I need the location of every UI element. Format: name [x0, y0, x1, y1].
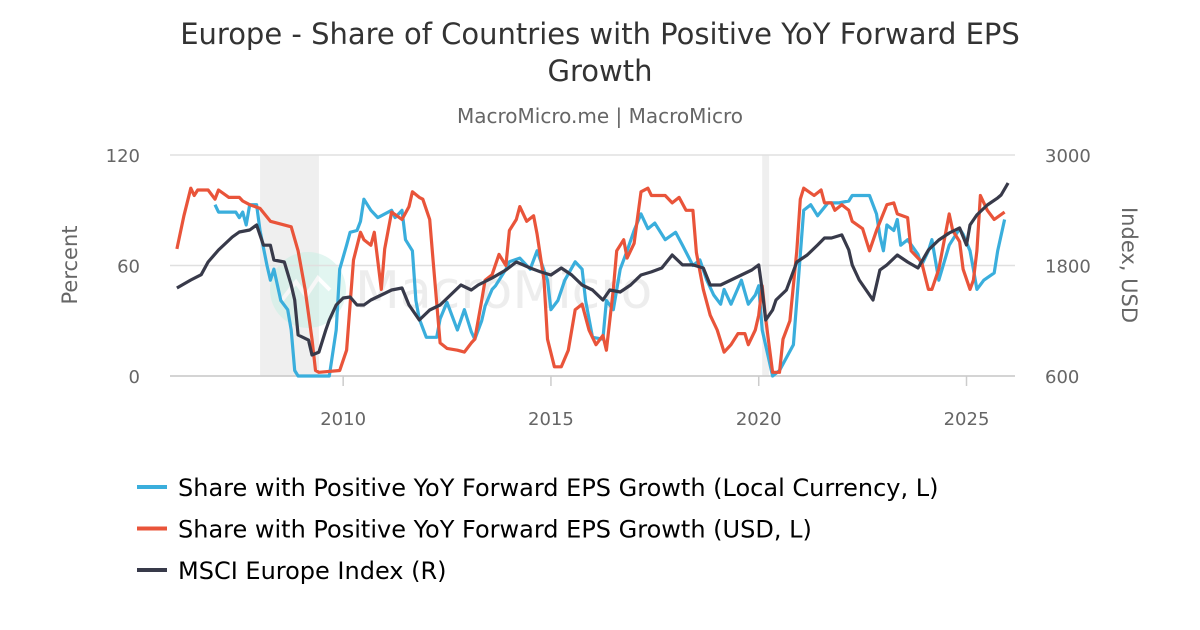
y-right-tick-label: 3000 [1045, 146, 1091, 167]
legend-item[interactable]: Share with Positive YoY Forward EPS Grow… [137, 474, 939, 502]
chart-title-line-2: Growth [548, 54, 653, 88]
y-right-tick-label: 1800 [1045, 257, 1091, 278]
legend-item[interactable]: Share with Positive YoY Forward EPS Grow… [137, 516, 812, 544]
y-axis-left-title: Percent [58, 225, 82, 304]
y-left-tick-label: 0 [129, 367, 140, 388]
x-axis: 2010 2015 2020 2025 [170, 375, 1015, 430]
legend-item[interactable]: MSCI Europe Index (R) [137, 557, 447, 585]
x-tick-label: 2010 [320, 409, 366, 430]
y-axis-right-title: Index, USD [1117, 207, 1141, 323]
y-left-tick-label: 120 [106, 146, 140, 167]
legend-label: MSCI Europe Index (R) [178, 557, 447, 585]
chart-title-line-1: Europe - Share of Countries with Positiv… [180, 17, 1020, 51]
y-left-tick-label: 60 [117, 257, 140, 278]
legend-label: Share with Positive YoY Forward EPS Grow… [178, 516, 812, 544]
series-lines [175, 182, 1010, 378]
series-line-2 [175, 186, 1006, 374]
series-line-1 [213, 193, 1007, 378]
chart-subtitle: MacroMicro.me | MacroMicro [457, 104, 743, 128]
legend-label: Share with Positive YoY Forward EPS Grow… [178, 474, 939, 502]
x-tick-label: 2015 [528, 409, 574, 430]
y-right-tick-label: 600 [1045, 367, 1079, 388]
series-line-3 [176, 182, 1010, 357]
y-axes: 0 60 120 600 1800 3000 [106, 146, 1091, 388]
x-tick-label: 2020 [736, 409, 782, 430]
x-tick-label: 2025 [944, 409, 990, 430]
legend: Share with Positive YoY Forward EPS Grow… [137, 474, 939, 585]
